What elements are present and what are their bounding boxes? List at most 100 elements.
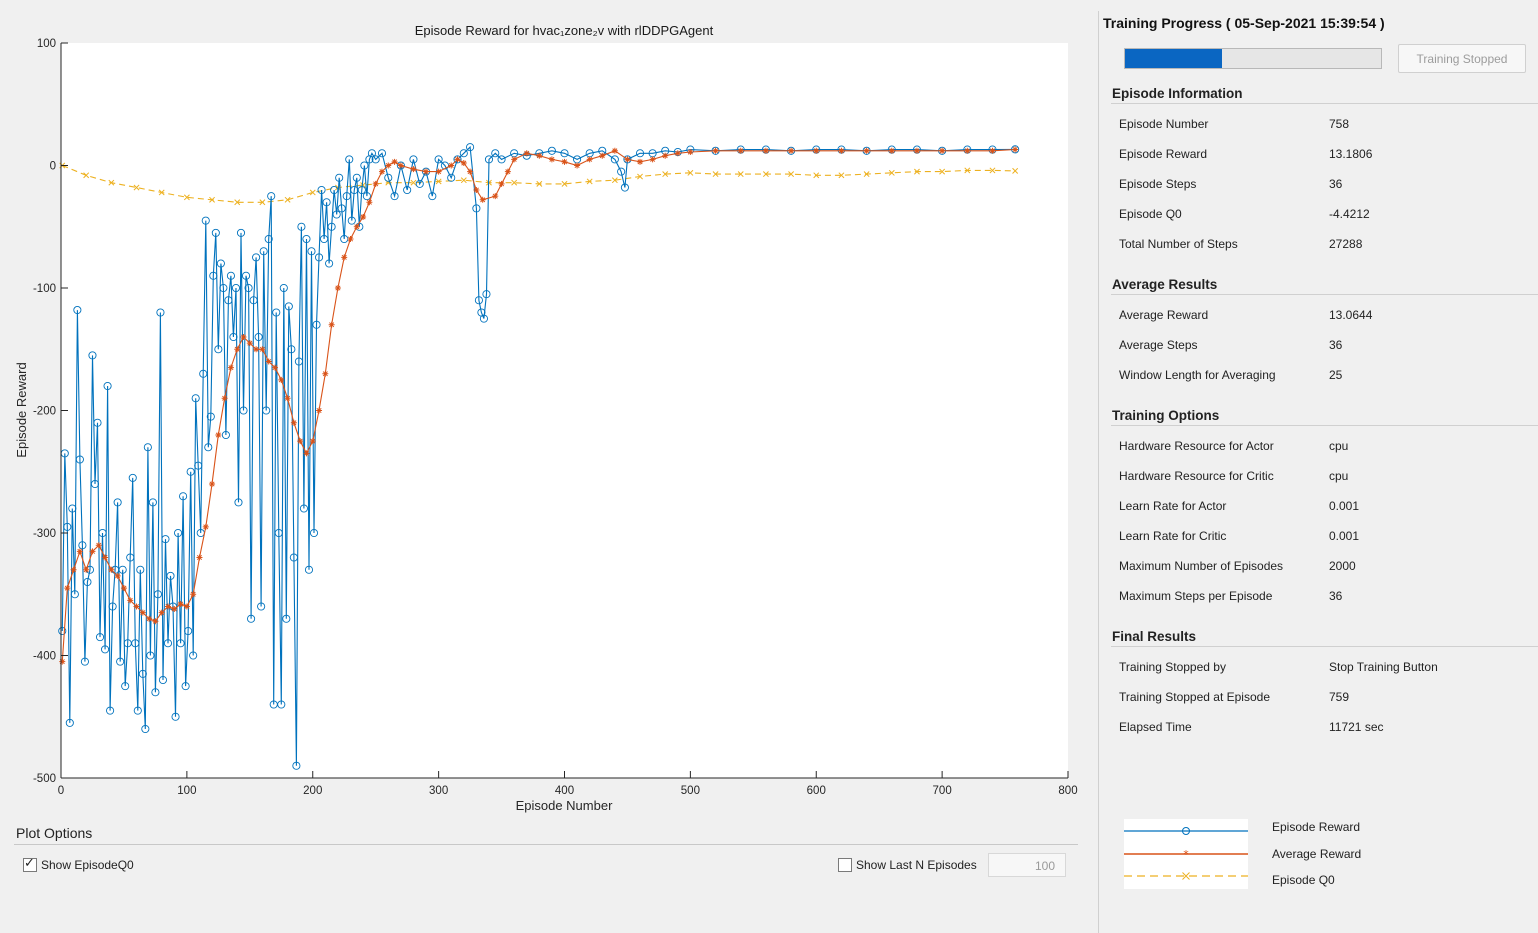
data-point: [128, 473, 137, 482]
window-length-value: 25: [1329, 368, 1343, 382]
data-point: [284, 395, 291, 402]
data-point: [199, 369, 208, 378]
data-point: [179, 492, 188, 501]
data-point: [241, 271, 251, 280]
data-point: [536, 152, 543, 159]
last-n-episodes-input[interactable]: 100: [988, 853, 1066, 877]
data-point: [284, 196, 291, 203]
data-point: [240, 334, 247, 340]
data-point: [171, 605, 178, 612]
data-point: [479, 196, 486, 203]
training-progress-bar: [1124, 48, 1382, 69]
data-point: [913, 147, 920, 154]
data-point: [80, 657, 89, 666]
data-point: [454, 156, 461, 163]
data-point: [497, 155, 506, 164]
data-point: [78, 541, 87, 550]
data-point: [448, 162, 455, 169]
data-point: [320, 234, 329, 244]
data-point: [127, 597, 134, 604]
data-point: [360, 161, 369, 170]
data-point: [586, 156, 593, 163]
data-point: [371, 155, 380, 164]
data-point: [788, 147, 795, 154]
data-point: [482, 290, 491, 299]
data-point: [453, 155, 462, 164]
data-point: [247, 614, 256, 623]
data-point: [114, 572, 121, 579]
max-steps-label: Maximum Steps per Episode: [1119, 589, 1273, 603]
data-point: [158, 189, 165, 196]
show-last-n-episodes-checkbox[interactable]: Show Last N Episodes: [838, 858, 977, 872]
checkbox-checked-icon[interactable]: [23, 856, 37, 872]
data-point: [113, 498, 122, 507]
final-results-title: Final Results: [1112, 629, 1197, 644]
data-point: [409, 155, 418, 164]
data-point: [964, 147, 971, 154]
training-stopped-button[interactable]: Training Stopped: [1398, 44, 1526, 73]
divider: [1111, 294, 1538, 295]
data-point: [472, 204, 481, 213]
series-episode-reward: [58, 143, 1020, 770]
data-point: [366, 199, 373, 206]
data-point: [637, 173, 643, 180]
elapsed-time-value: 11721 sec: [1329, 720, 1384, 734]
x-tick-label: 500: [681, 785, 700, 797]
data-point: [221, 430, 230, 440]
data-point: [913, 168, 920, 175]
x-tick-label: 600: [807, 785, 826, 797]
plot-options-panel: Plot Options Show EpisodeQ0 Show Last N …: [0, 820, 1098, 933]
y-axis-label: Episode Reward: [14, 362, 29, 457]
data-point: [73, 305, 82, 315]
data-point: [282, 614, 291, 623]
data-point: [473, 187, 480, 193]
data-point: [317, 185, 326, 195]
data-point: [635, 149, 645, 158]
data-point: [158, 675, 168, 685]
checkbox-unchecked-icon[interactable]: [838, 858, 852, 872]
y-tick-label: 0: [50, 161, 56, 173]
show-episode-q0-checkbox[interactable]: Show EpisodeQ0: [23, 856, 134, 872]
data-point: [316, 407, 323, 414]
data-point: [434, 155, 443, 164]
data-point: [620, 183, 629, 192]
episode-number-value: 758: [1329, 117, 1350, 131]
data-point: [214, 345, 223, 354]
data-point: [252, 253, 261, 262]
data-point: [624, 156, 631, 163]
data-point: [309, 189, 316, 196]
y-tick-label: -500: [33, 773, 56, 785]
data-point: [194, 461, 203, 470]
data-point: [65, 718, 74, 727]
data-point: [244, 283, 253, 293]
y-tick-label: 100: [37, 38, 56, 50]
data-point: [312, 320, 321, 329]
total-steps-value: 27288: [1329, 237, 1363, 251]
data-point: [234, 498, 243, 507]
episode-reward-label: Episode Reward: [1119, 147, 1208, 161]
data-point: [75, 455, 84, 464]
data-point: [330, 185, 339, 195]
data-point: [93, 418, 102, 427]
data-point: [289, 553, 298, 562]
x-axis-label: Episode Number: [516, 798, 613, 813]
data-point: [59, 658, 66, 665]
data-point: [863, 171, 870, 178]
data-point: [492, 193, 499, 200]
data-point: [479, 314, 488, 323]
data-point: [322, 370, 329, 377]
data-point: [297, 222, 306, 231]
data-point: [190, 591, 197, 598]
data-point: [70, 566, 77, 573]
data-point: [491, 149, 500, 158]
data-point: [337, 204, 346, 213]
data-point: [307, 247, 316, 256]
data-point: [177, 601, 184, 608]
plot-options-title: Plot Options: [16, 825, 93, 841]
data-point: [95, 542, 102, 549]
data-point: [410, 166, 417, 173]
data-point: [484, 155, 494, 164]
data-point: [353, 223, 360, 230]
data-point: [460, 177, 467, 184]
data-point: [272, 308, 281, 317]
